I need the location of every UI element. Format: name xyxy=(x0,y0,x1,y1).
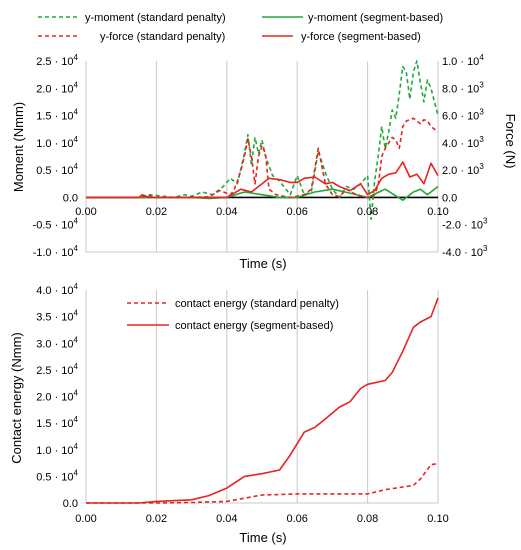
x-tick-label: 0.08 xyxy=(357,513,378,525)
y-tick-label: 1.5 · 104 xyxy=(36,415,78,430)
y-tick-label: 4.0 · 104 xyxy=(36,282,78,297)
y2-tick-label: 1.0 · 104 xyxy=(442,53,484,68)
y-tick-label: 2.5 · 104 xyxy=(36,362,78,377)
top-gridlines xyxy=(85,61,439,252)
top-y-axis-label: Moment (Nmm) xyxy=(11,102,26,192)
y-tick-label: 3.5 · 104 xyxy=(36,309,78,324)
x-tick-label: 0.02 xyxy=(146,513,167,525)
top-y2-axis-label: Force (N) xyxy=(503,114,518,169)
legend-label-ymoment-penalty: y-moment (standard penalty) xyxy=(85,12,226,24)
legend-label-energy-segment: contact energy (segment-based) xyxy=(175,320,333,332)
y2-tick-label: -2.0 · 103 xyxy=(442,217,488,232)
x-tick-label: 0.06 xyxy=(286,206,307,218)
y-tick-label: 0.0 xyxy=(63,498,78,510)
x-tick-label: 0.10 xyxy=(427,513,448,525)
series-line-0 xyxy=(86,462,439,504)
bottom-series xyxy=(86,297,439,504)
legend-label-yforce-penalty: y-force (standard penalty) xyxy=(100,31,225,43)
y2-tick-label: -4.0 · 103 xyxy=(442,244,488,259)
legend-label-ymoment-segment: y-moment (segment-based) xyxy=(308,12,443,24)
bottom-x-tick-labels: 0.00 0.02 0.04 0.06 0.08 0.10 xyxy=(75,513,448,525)
y2-tick-label: 4.0 · 103 xyxy=(442,135,484,150)
y-tick-label: 1.0 · 104 xyxy=(36,442,78,457)
x-tick-label: 0.04 xyxy=(216,513,237,525)
series-line-0 xyxy=(86,60,439,221)
y-tick-label: 0.0 xyxy=(63,192,78,204)
x-tick-label: 0.08 xyxy=(357,206,378,218)
top-x-tick-labels: 0.00 0.02 0.04 0.06 0.08 0.10 xyxy=(75,206,448,218)
bottom-x-axis-label: Time (s) xyxy=(239,530,286,545)
y2-tick-label: 0.0 xyxy=(442,192,457,204)
x-tick-label: 0.02 xyxy=(146,206,167,218)
bottom-left-tick-labels: 4.0 · 104 3.5 · 104 3.0 · 104 2.5 · 104 2.0 … xyxy=(36,282,78,510)
y2-tick-label: 8.0 · 103 xyxy=(442,80,484,95)
y-tick-label: 2.5 · 104 xyxy=(36,53,78,68)
top-left-tick-labels: 2.5 · 104 2.0 · 104 1.5 · 104 1.0 · 104 0.5 … xyxy=(33,53,79,259)
y-tick-label: 0.5 · 104 xyxy=(36,162,78,177)
y-tick-label: -1.0 · 104 xyxy=(33,244,79,259)
x-tick-label: 0.00 xyxy=(75,513,96,525)
x-tick-label: 0.10 xyxy=(427,206,448,218)
y-tick-label: 1.5 · 104 xyxy=(36,108,78,123)
top-series xyxy=(86,60,439,221)
y2-tick-label: 6.0 · 103 xyxy=(442,108,484,123)
y-tick-label: 3.0 · 104 xyxy=(36,335,78,350)
top-right-tick-labels: 1.0 · 104 8.0 · 103 6.0 · 103 4.0 · 103 2.0 … xyxy=(442,53,488,259)
x-tick-label: 0.04 xyxy=(216,206,237,218)
legend-label-energy-penalty: contact energy (standard penalty) xyxy=(175,298,339,310)
series-line-2 xyxy=(86,117,439,199)
y2-tick-label: 2.0 · 103 xyxy=(442,162,484,177)
top-chart: y-moment (standard penalty) y-moment (se… xyxy=(11,12,518,271)
x-tick-label: 0.06 xyxy=(286,513,307,525)
bottom-chart: contact energy (standard penalty) contac… xyxy=(9,282,449,545)
legend-label-yforce-segment: y-force (segment-based) xyxy=(301,31,421,43)
top-legend: y-moment (standard penalty) y-moment (se… xyxy=(38,12,443,43)
series-line-1 xyxy=(86,297,439,504)
bottom-legend: contact energy (standard penalty) contac… xyxy=(127,298,339,332)
top-axes xyxy=(85,61,438,253)
y-tick-label: 2.0 · 104 xyxy=(36,80,78,95)
y-tick-label: 1.0 · 104 xyxy=(36,135,78,150)
top-x-axis-label: Time (s) xyxy=(239,256,286,271)
bottom-y-axis-label: Contact energy (Nmm) xyxy=(9,332,24,463)
y-tick-label: 2.0 · 104 xyxy=(36,389,78,404)
series-line-3 xyxy=(86,161,439,199)
y-tick-label: 0.5 · 104 xyxy=(36,468,78,483)
x-tick-label: 0.00 xyxy=(75,206,96,218)
y-tick-label: -0.5 · 104 xyxy=(33,217,79,232)
